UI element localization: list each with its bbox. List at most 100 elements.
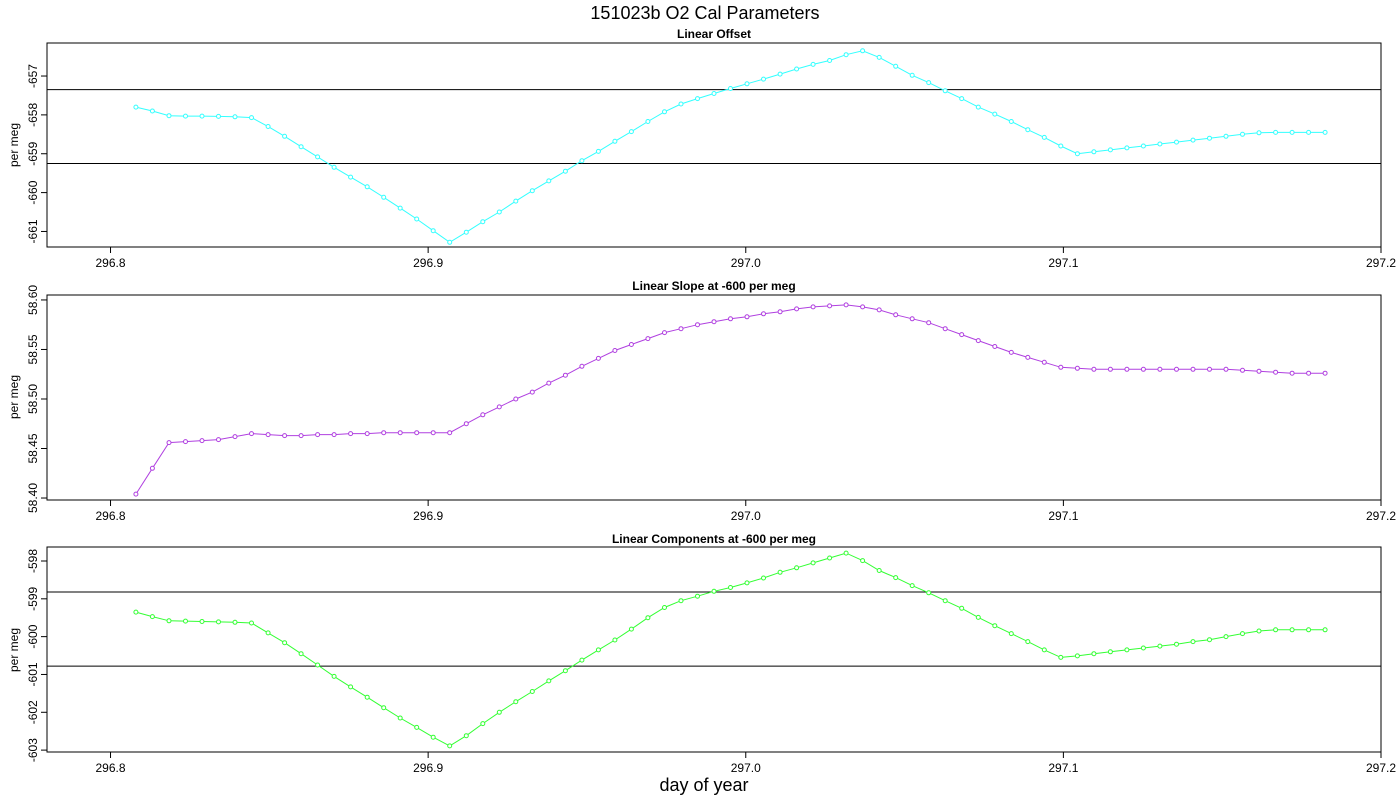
y-axis-label-linear-components: per meg <box>7 628 21 672</box>
data-point-linear-offset-49 <box>942 88 948 94</box>
data-point-linear-offset-19 <box>447 239 453 245</box>
data-point-linear-slope-14 <box>364 431 370 437</box>
data-point-linear-offset-11 <box>315 154 321 160</box>
x-tick-label-linear-slope-1: 296.9 <box>413 509 443 523</box>
data-point-linear-slope-66 <box>1223 366 1229 372</box>
data-point-linear-components-14 <box>364 694 370 700</box>
data-point-linear-slope-3 <box>183 439 188 445</box>
data-point-linear-offset-67 <box>1240 131 1245 137</box>
x-tick-label-linear-components-3: 297.1 <box>1048 761 1078 775</box>
y-tick-label-linear-components-4: -602 <box>26 700 40 724</box>
data-point-linear-components-68 <box>1256 628 1262 634</box>
data-point-linear-components-5 <box>216 619 221 625</box>
data-point-linear-slope-26 <box>562 372 568 378</box>
data-point-linear-offset-18 <box>430 228 436 234</box>
data-point-linear-slope-70 <box>1289 370 1295 376</box>
data-point-linear-components-55 <box>1041 647 1047 653</box>
data-point-linear-components-7 <box>249 620 254 626</box>
data-point-linear-offset-59 <box>1107 147 1113 153</box>
x-tick-label-linear-offset-4: 297.2 <box>1366 256 1396 270</box>
data-point-linear-components-72 <box>1322 627 1328 633</box>
data-point-linear-offset-55 <box>1041 134 1047 140</box>
data-point-linear-components-59 <box>1107 649 1113 655</box>
data-point-linear-slope-11 <box>315 432 321 438</box>
data-point-linear-offset-46 <box>893 63 899 69</box>
data-point-linear-slope-31 <box>645 336 651 342</box>
data-point-linear-offset-2 <box>166 113 172 119</box>
data-point-linear-slope-16 <box>397 430 403 436</box>
data-point-linear-slope-51 <box>975 338 981 344</box>
data-point-linear-components-64 <box>1190 639 1196 645</box>
data-point-linear-slope-58 <box>1091 366 1097 372</box>
data-point-linear-components-57 <box>1074 653 1080 659</box>
data-point-linear-offset-56 <box>1058 143 1064 149</box>
data-point-linear-offset-71 <box>1306 129 1312 135</box>
data-point-linear-offset-1 <box>149 108 155 114</box>
data-point-linear-offset-23 <box>513 198 519 204</box>
data-point-linear-slope-54 <box>1025 354 1031 360</box>
data-point-linear-offset-50 <box>959 96 965 102</box>
data-point-linear-offset-16 <box>397 205 403 211</box>
data-point-linear-slope-63 <box>1174 366 1179 372</box>
data-point-linear-slope-5 <box>216 437 221 443</box>
data-point-linear-components-10 <box>298 651 304 657</box>
data-point-linear-slope-33 <box>678 326 684 332</box>
data-point-linear-offset-45 <box>876 54 882 60</box>
data-point-linear-offset-9 <box>282 133 288 139</box>
data-point-linear-offset-66 <box>1223 133 1229 139</box>
data-point-linear-slope-20 <box>463 421 469 427</box>
data-point-linear-components-17 <box>414 724 420 730</box>
data-point-linear-components-29 <box>612 637 618 643</box>
data-point-linear-components-43 <box>843 550 849 556</box>
data-point-linear-slope-22 <box>496 404 502 410</box>
data-point-linear-slope-2 <box>166 440 172 446</box>
data-point-linear-offset-20 <box>463 229 469 235</box>
data-point-linear-slope-37 <box>744 314 750 320</box>
y-tick-label-linear-components-3: -601 <box>26 662 40 686</box>
data-point-linear-components-31 <box>645 615 651 621</box>
data-point-linear-slope-48 <box>926 320 932 326</box>
panel-title-linear-components: Linear Components at -600 per meg <box>612 532 816 546</box>
data-point-linear-slope-65 <box>1207 366 1212 372</box>
y-tick-label-linear-offset-3: -660 <box>26 180 40 204</box>
data-point-linear-components-34 <box>695 593 700 599</box>
data-point-linear-offset-34 <box>695 96 700 102</box>
data-point-linear-slope-21 <box>480 412 486 418</box>
data-point-linear-slope-36 <box>728 316 733 322</box>
data-point-linear-slope-8 <box>265 432 271 438</box>
panel-title-linear-slope: Linear Slope at -600 per meg <box>632 279 795 293</box>
data-point-linear-offset-40 <box>794 66 800 72</box>
data-point-linear-components-16 <box>397 715 403 721</box>
x-tick-label-linear-offset-1: 296.9 <box>413 256 443 270</box>
data-point-linear-components-11 <box>315 662 321 668</box>
x-tick-label-linear-components-4: 297.2 <box>1366 761 1396 775</box>
data-point-linear-offset-26 <box>562 168 568 174</box>
data-point-linear-offset-8 <box>265 124 271 129</box>
data-point-linear-offset-25 <box>546 178 552 184</box>
data-point-linear-components-9 <box>282 640 288 646</box>
data-point-linear-slope-4 <box>199 438 205 444</box>
data-point-linear-slope-24 <box>529 389 535 395</box>
data-point-linear-slope-18 <box>430 430 436 436</box>
data-point-linear-slope-40 <box>794 306 800 312</box>
data-point-linear-offset-58 <box>1091 149 1097 155</box>
data-point-linear-components-19 <box>447 743 453 749</box>
data-point-linear-components-3 <box>183 618 188 624</box>
data-point-linear-slope-25 <box>546 380 552 386</box>
data-point-linear-offset-7 <box>249 115 254 121</box>
data-point-linear-components-67 <box>1240 631 1245 637</box>
data-point-linear-offset-62 <box>1157 141 1163 147</box>
data-point-linear-components-2 <box>166 618 172 624</box>
data-point-linear-offset-44 <box>860 48 866 54</box>
data-point-linear-offset-29 <box>612 138 618 144</box>
data-point-linear-offset-27 <box>579 158 585 164</box>
y-tick-label-linear-offset-0: -657 <box>26 64 40 88</box>
data-point-linear-components-38 <box>761 575 766 581</box>
data-point-linear-components-25 <box>546 678 552 684</box>
data-point-linear-offset-60 <box>1124 145 1130 151</box>
data-point-linear-slope-7 <box>249 431 254 437</box>
data-point-linear-offset-4 <box>199 113 205 119</box>
data-point-linear-offset-12 <box>331 164 337 170</box>
data-point-linear-components-23 <box>513 699 519 705</box>
data-point-linear-slope-27 <box>579 363 585 369</box>
